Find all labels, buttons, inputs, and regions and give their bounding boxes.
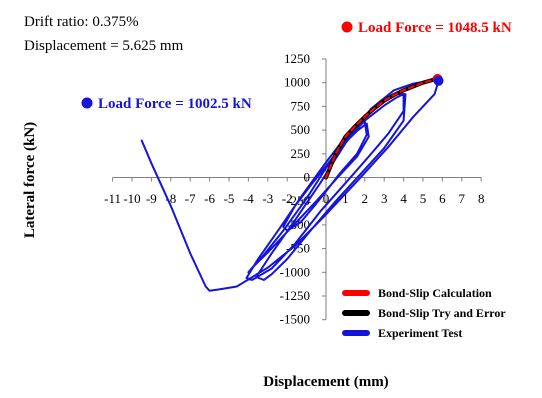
y-tick-label: 0 [304,170,311,185]
x-tick-label: -6 [204,191,215,206]
x-axis-title: Displacement (mm) [263,374,388,390]
info-drift-ratio: Drift ratio: 0.375% [24,14,139,30]
annotation-bullet-negative [81,97,93,109]
y-tick-label: 1000 [284,75,310,90]
x-tick-label: 2 [362,191,369,206]
x-tick-label: -9 [146,191,157,206]
x-tick-label: 3 [381,191,388,206]
x-tick-label: 5 [420,191,427,206]
y-tick-label: -1000 [280,264,310,279]
x-tick-label: 7 [459,191,466,206]
legend-label-try-error: Bond-Slip Try and Error [378,306,506,320]
y-tick-label: 750 [291,98,311,113]
x-tick-label: 1 [342,191,349,206]
peak-markers [81,21,444,109]
x-tick-label: 0 [323,191,330,206]
series-line-bond-slip-calculation [324,76,439,179]
info-displacement: Displacement = 5.625 mm [24,38,184,54]
x-tick-label: -2 [282,191,293,206]
y-tick-label: -1250 [280,288,310,303]
annotation-bullet-positive [341,21,353,33]
x-tick-label: -7 [185,191,196,206]
y-tick-label: 250 [291,146,311,161]
annotation-positive-load: Load Force = 1048.5 kN [358,20,512,36]
annotation-negative-load: Load Force = 1002.5 kN [98,96,252,112]
x-tick-label: 8 [478,191,485,206]
legend: Bond-Slip Calculation Bond-Slip Try and … [342,286,506,340]
x-tick-label: -10 [123,191,140,206]
x-tick-label: -4 [243,191,254,206]
data-series [140,76,440,292]
x-tick-label: 6 [439,191,446,206]
x-tick-label: 4 [400,191,407,206]
y-tick-labels: 125010007505002500-250-500-750-1000-1250… [280,51,326,327]
x-tick-label: -3 [262,191,273,206]
legend-label-calculation: Bond-Slip Calculation [378,286,492,300]
peak-marker-experiment [433,75,444,86]
legend-label-experiment: Experiment Test [378,326,462,340]
y-tick-label: -1500 [280,312,310,327]
y-axis-title: Lateral force (kN) [22,122,38,238]
series-line-experiment-test [140,78,440,292]
x-tick-label: -11 [104,191,121,206]
y-tick-label: 500 [291,122,311,137]
x-tick-label: -8 [165,191,176,206]
x-tick-label: -5 [224,191,235,206]
y-tick-label: 1250 [284,51,310,66]
